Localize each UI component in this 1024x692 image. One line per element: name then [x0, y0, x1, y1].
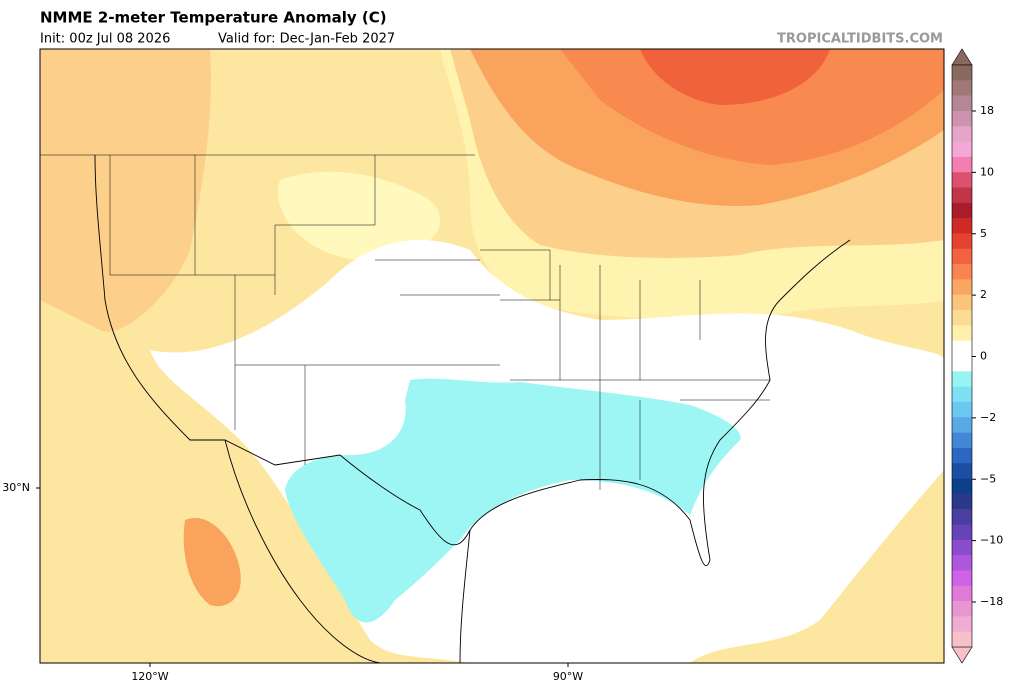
colorbar-bin [952, 156, 972, 173]
colorbar-bin [952, 631, 972, 648]
field-red [640, 49, 830, 105]
colorbar-tick-label: 0 [980, 350, 987, 363]
colorbar-bin [952, 141, 972, 158]
colorbar-bin [952, 95, 972, 112]
colorbar-bin [952, 294, 972, 311]
init-time: Init: 00z Jul 08 2026 [40, 32, 170, 47]
colorbar-tick-label: 2 [980, 288, 987, 301]
colorbar-tick-label: −2 [980, 411, 996, 424]
colorbar-bin [952, 616, 972, 632]
colorbar: 18 10 5 2 0 −2 −5 −10 −18 [951, 48, 1003, 664]
colorbar-bin [952, 279, 972, 296]
colorbar-bin [952, 401, 972, 418]
colorbar-bin [952, 570, 972, 587]
colorbar-tick-label: −18 [980, 595, 1003, 608]
lon-label: 120°W [131, 670, 168, 683]
colorbar-bin [952, 432, 972, 449]
colorbar-bin [952, 248, 972, 265]
field-orange-dark [560, 49, 944, 165]
valid-time: Valid for: Dec-Jan-Feb 2027 [218, 32, 395, 47]
colorbar-bin [952, 325, 972, 341]
colorbar-bin [952, 172, 972, 188]
colorbar-bin [952, 187, 972, 204]
colorbar-bin [952, 601, 972, 617]
colorbar-bin [952, 463, 972, 479]
colorbar-bin [952, 386, 972, 403]
title: NMME 2-meter Temperature Anomaly (C) [40, 9, 387, 27]
map-frame [39, 48, 945, 664]
colorbar-bin [952, 202, 972, 219]
colorbar-bin [952, 585, 972, 602]
state-lines [40, 154, 770, 490]
field-peach-west [40, 49, 211, 332]
lat-label: 30°N [2, 481, 30, 494]
field-cold [285, 378, 741, 623]
colorbar-bin [952, 524, 972, 541]
watermark: TROPICALTIDBITS.COM [777, 32, 943, 47]
colorbar-bin [952, 356, 972, 372]
colorbar-bin [952, 233, 972, 250]
lon-label: 90°W [553, 670, 583, 683]
colorbar-end-top [951, 48, 973, 66]
colorbar-end-bottom [951, 646, 973, 664]
field-orange-mexico [183, 518, 241, 607]
colorbar-tick-label: 10 [980, 165, 994, 178]
coastline [94, 154, 851, 567]
colorbar-bin [952, 264, 972, 280]
field-pale [278, 171, 441, 260]
colorbar-bin [952, 555, 972, 571]
colorbar-tick-label: −5 [980, 472, 996, 485]
colorbar-bin [952, 509, 972, 525]
map [40, 49, 944, 663]
colorbar-bin [952, 478, 972, 495]
colorbar-bin [952, 447, 972, 464]
colorbar-bin [952, 493, 972, 510]
colorbar-bin [952, 340, 972, 357]
colorbar-bin [952, 310, 972, 326]
coastline-mexico [224, 439, 471, 663]
colorbar-tick-label: 5 [980, 227, 987, 240]
colorbar-bin [952, 110, 972, 127]
colorbar-bin [952, 218, 972, 234]
colorbar-bin [952, 80, 972, 96]
colorbar-tick-label: −10 [980, 534, 1003, 547]
colorbar-tick-label: 18 [980, 104, 994, 117]
colorbar-bin [952, 126, 972, 142]
colorbar-bin [952, 417, 972, 433]
colorbar-bin [952, 65, 972, 81]
colorbar-bin [952, 371, 972, 387]
colorbar-bin [952, 539, 972, 556]
